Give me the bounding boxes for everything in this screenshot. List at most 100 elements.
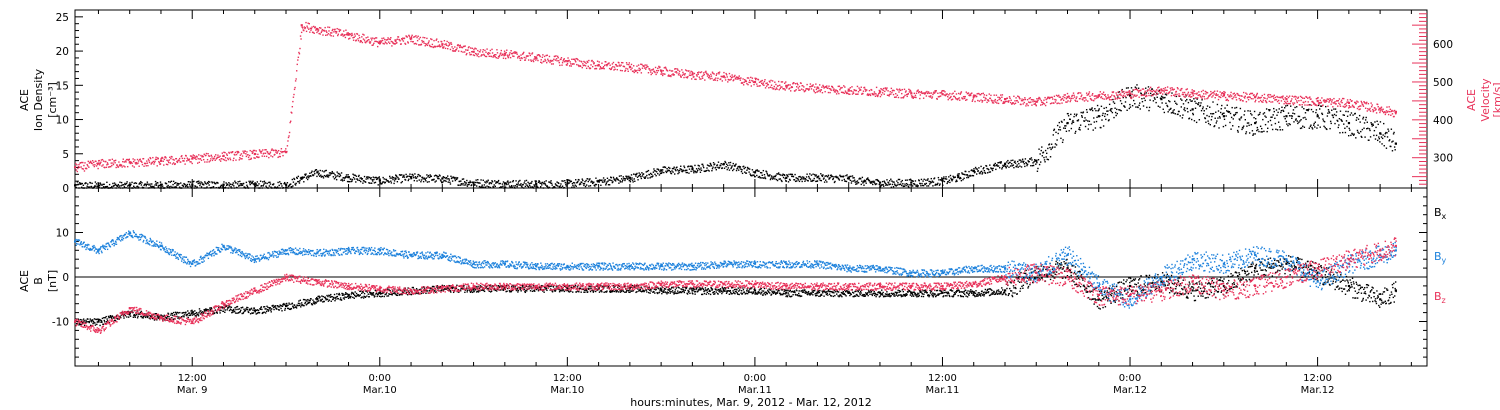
velocity-sample (676, 72, 678, 74)
velocity-sample (431, 43, 434, 46)
velocity-sample (833, 91, 836, 93)
velocity-sample (882, 89, 884, 92)
velocity-sample (145, 165, 147, 167)
ion-density-sample (1304, 112, 1307, 114)
velocity-sample (852, 91, 854, 93)
ion-density-point (472, 181, 475, 184)
velocity-sample (1328, 101, 1330, 103)
ion-density-sample (646, 174, 648, 177)
velocity-sample (1260, 96, 1262, 99)
ion-density-sample (1036, 161, 1038, 164)
ion-density-sample (1264, 123, 1267, 126)
ion-density-sample (1335, 114, 1337, 117)
velocity-sample (651, 69, 653, 71)
velocity-sample (404, 43, 407, 45)
velocity-sample (641, 63, 643, 66)
ion-density-sample (1061, 121, 1063, 123)
velocity-sample (221, 158, 223, 160)
ion-density-sample (344, 177, 346, 179)
velocity-sample (247, 156, 250, 158)
ion-density-sample (141, 186, 144, 188)
ion-density-sample (1166, 105, 1169, 108)
velocity-sample (1247, 98, 1250, 101)
velocity-sample (862, 92, 864, 95)
ion-density-sample (123, 184, 125, 186)
velocity-sample (1144, 90, 1146, 92)
ion-density-sample (612, 176, 615, 179)
ion-density-sample (499, 182, 501, 185)
velocity-sample (1140, 89, 1142, 92)
ion-density-sample (233, 185, 235, 187)
velocity-sample (1019, 98, 1021, 100)
velocity-sample (725, 72, 727, 75)
velocity-sample (980, 99, 982, 101)
ion-density-sample (1383, 122, 1385, 125)
ion-density-point (566, 182, 569, 185)
ion-density-sample (466, 179, 468, 182)
ion-density-sample (1251, 114, 1253, 116)
velocity-sample (813, 90, 815, 93)
velocity-sample (876, 95, 879, 98)
ion-density-sample (892, 181, 894, 183)
velocity-sample (1148, 94, 1150, 97)
velocity-sample (881, 92, 884, 94)
ion-density-sample (713, 163, 716, 165)
ion-density-sample (819, 179, 821, 182)
ion-density-sample (823, 177, 825, 179)
velocity-sample (234, 151, 237, 154)
velocity-sample (414, 42, 417, 45)
ion-density-sample (530, 186, 532, 188)
velocity-sample (1111, 94, 1113, 96)
velocity-sample (839, 88, 841, 91)
ion-density-sample (975, 168, 977, 170)
velocity-sample (923, 92, 925, 94)
ion-density-sample (600, 184, 602, 186)
velocity-sample (193, 157, 195, 159)
ion-density-sample (781, 180, 783, 183)
velocity-sample (1018, 97, 1021, 99)
velocity-sample (640, 72, 643, 74)
velocity-sample (1085, 92, 1088, 94)
velocity-sample (194, 156, 197, 158)
velocity-sample (993, 94, 995, 96)
ion-density-sample (507, 183, 510, 185)
ion-density-sample (245, 181, 248, 184)
velocity-sample (1037, 99, 1039, 102)
velocity-sample (957, 92, 960, 95)
ion-density-sample (523, 182, 525, 184)
velocity-sample (1017, 101, 1019, 103)
ion-density-sample (477, 179, 479, 181)
velocity-sample (209, 155, 211, 157)
ion-density-sample (686, 171, 689, 174)
velocity-sample (860, 86, 862, 88)
velocity-sample (1059, 102, 1061, 105)
ion-density-sample (950, 177, 952, 180)
ion-density-sample (1180, 106, 1182, 108)
ion-density-point (660, 169, 663, 172)
ion-density-sample (711, 167, 714, 170)
ion-density-sample (1381, 137, 1384, 140)
ion-density-sample (1001, 168, 1003, 170)
ion-density-sample (820, 179, 823, 182)
ion-density-sample (860, 183, 862, 186)
velocity-sample (425, 43, 428, 46)
velocity-sample (1007, 100, 1009, 103)
velocity-sample (1117, 91, 1120, 93)
velocity-sample (102, 164, 104, 166)
ion-density-sample (769, 174, 771, 176)
ion-density-sample (845, 180, 848, 183)
velocity-sample (1357, 106, 1360, 108)
ion-density-sample (1277, 121, 1280, 123)
velocity-sample (994, 98, 996, 101)
velocity-sample (91, 160, 94, 162)
ion-density-sample (830, 174, 832, 176)
ion-density-sample (1298, 115, 1301, 118)
ion-density-sample (959, 177, 961, 180)
ion-density-sample (1358, 132, 1360, 135)
velocity-sample (188, 158, 191, 160)
velocity-sample (1232, 98, 1234, 100)
ion-density-sample (254, 185, 257, 188)
velocity-sample (168, 159, 170, 161)
ion-density-sample (194, 185, 197, 187)
ion-density-sample (873, 181, 876, 183)
